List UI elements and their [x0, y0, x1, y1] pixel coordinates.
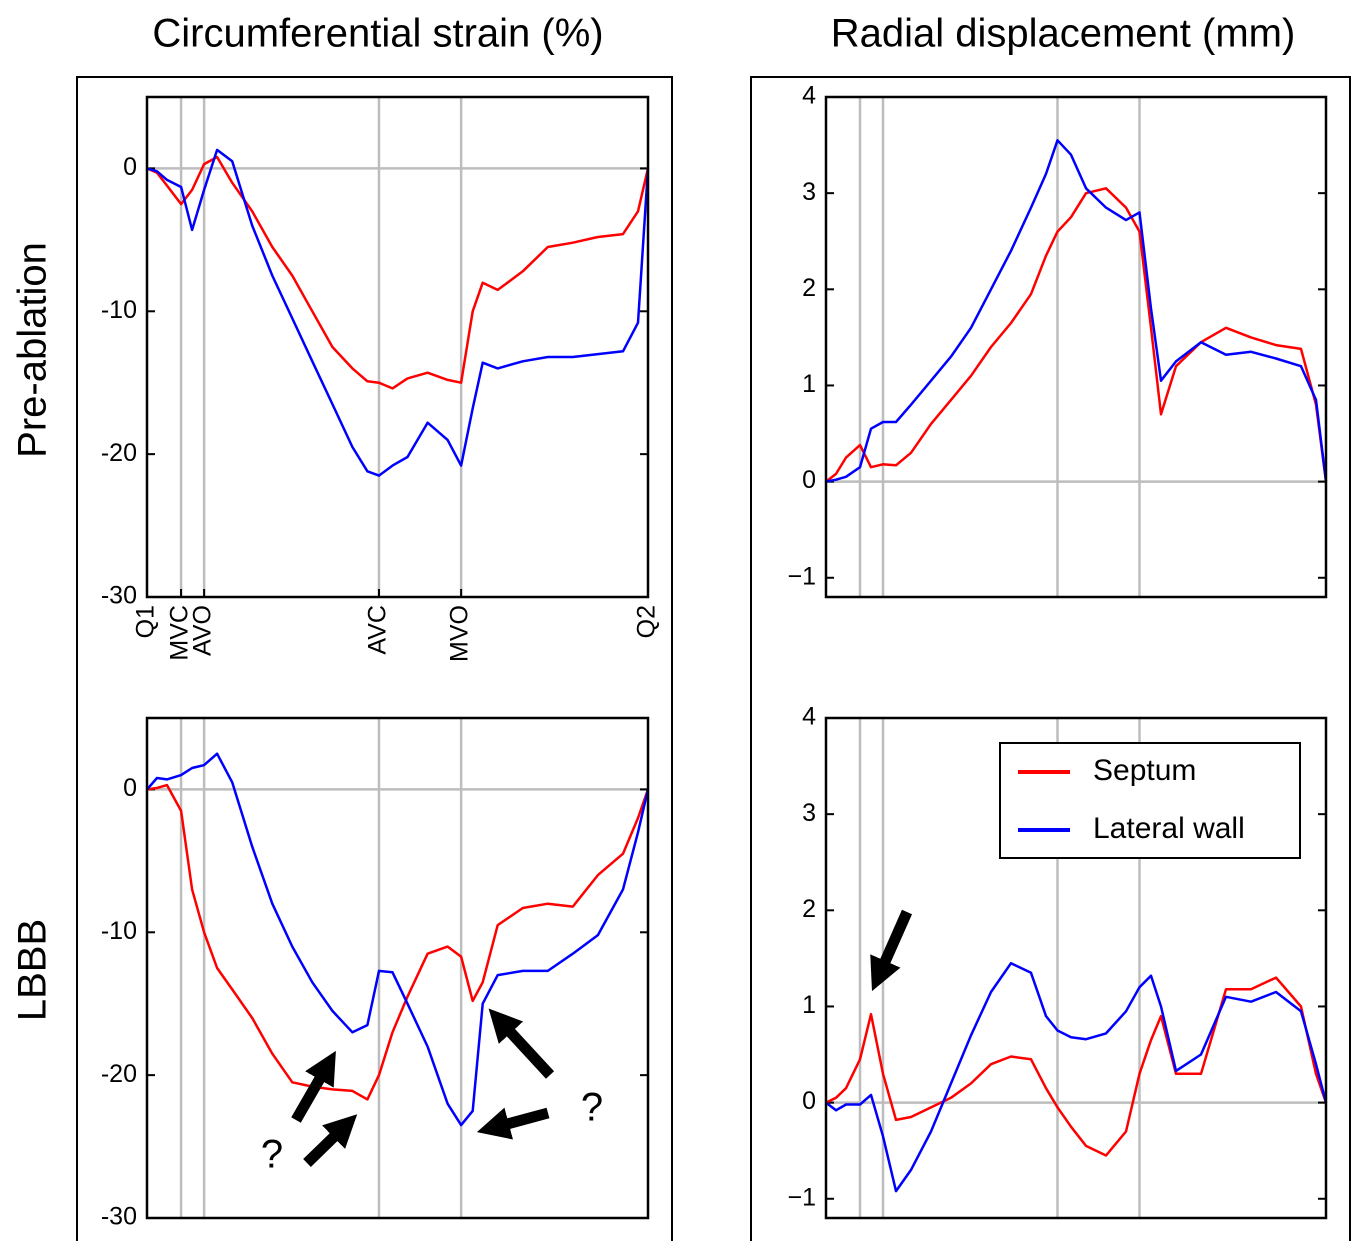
x-tick-label: Q1: [132, 605, 160, 638]
y-tick-label: -30: [101, 1203, 137, 1231]
x-tick-label: Q2: [633, 605, 661, 638]
series-line: [146, 148, 650, 477]
row-label: Pre-ablation: [11, 242, 55, 458]
arrow: [303, 1114, 358, 1167]
series-line: [146, 155, 650, 390]
y-tick-label: 0: [123, 774, 137, 802]
y-tick-label: 4: [802, 82, 816, 110]
annotation: ?: [261, 1133, 283, 1177]
x-tick-label: AVO: [189, 605, 217, 656]
y-tick-label: -30: [101, 582, 137, 610]
plot-frame: [824, 95, 1328, 599]
arrow: [291, 1050, 336, 1123]
y-tick-label: 0: [123, 153, 137, 181]
y-tick-label: 1: [802, 991, 816, 1019]
series-line: [825, 139, 1328, 483]
arrow: [870, 909, 913, 992]
arrow: [488, 1008, 555, 1079]
y-tick-label: -10: [101, 917, 137, 945]
series-line: [146, 752, 650, 1127]
x-tick-label: MVO: [446, 605, 474, 662]
arrow: [476, 1107, 550, 1140]
column-title: Radial displacement (mm): [831, 12, 1296, 56]
plot-frame: [824, 716, 1328, 1220]
legend-label: Septum: [1093, 754, 1196, 787]
x-tick-label: MVC: [166, 605, 194, 661]
y-tick-label: 3: [802, 178, 816, 206]
series-line: [825, 961, 1328, 1193]
y-tick-label: -10: [101, 296, 137, 324]
legend-box: [999, 742, 1301, 859]
series-line: [825, 976, 1328, 1157]
y-tick-label: 2: [802, 274, 816, 302]
y-tick-label: 0: [802, 466, 816, 494]
y-tick-label: 1: [802, 370, 816, 398]
x-tick-label: AVC: [364, 605, 392, 655]
column-frame: [76, 76, 673, 1241]
plot-frame: [145, 95, 650, 599]
y-tick-label: 3: [802, 799, 816, 827]
annotation: ?: [581, 1086, 603, 1130]
y-tick-label: -20: [101, 1060, 137, 1088]
plot-frame: [145, 716, 650, 1220]
arrows: [291, 909, 913, 1167]
column-frame: [750, 76, 1351, 1241]
y-tick-label: −1: [787, 1183, 816, 1211]
series-line: [146, 783, 650, 1101]
y-tick-label: -20: [101, 439, 137, 467]
row-label: LBBB: [11, 919, 55, 1021]
y-tick-label: −1: [787, 562, 816, 590]
column-title: Circumferential strain (%): [152, 12, 603, 56]
legend-label: Lateral wall: [1093, 812, 1245, 845]
y-tick-label: 4: [802, 703, 816, 731]
y-tick-label: 0: [802, 1087, 816, 1115]
y-tick-label: 2: [802, 895, 816, 923]
series-line: [825, 187, 1328, 483]
